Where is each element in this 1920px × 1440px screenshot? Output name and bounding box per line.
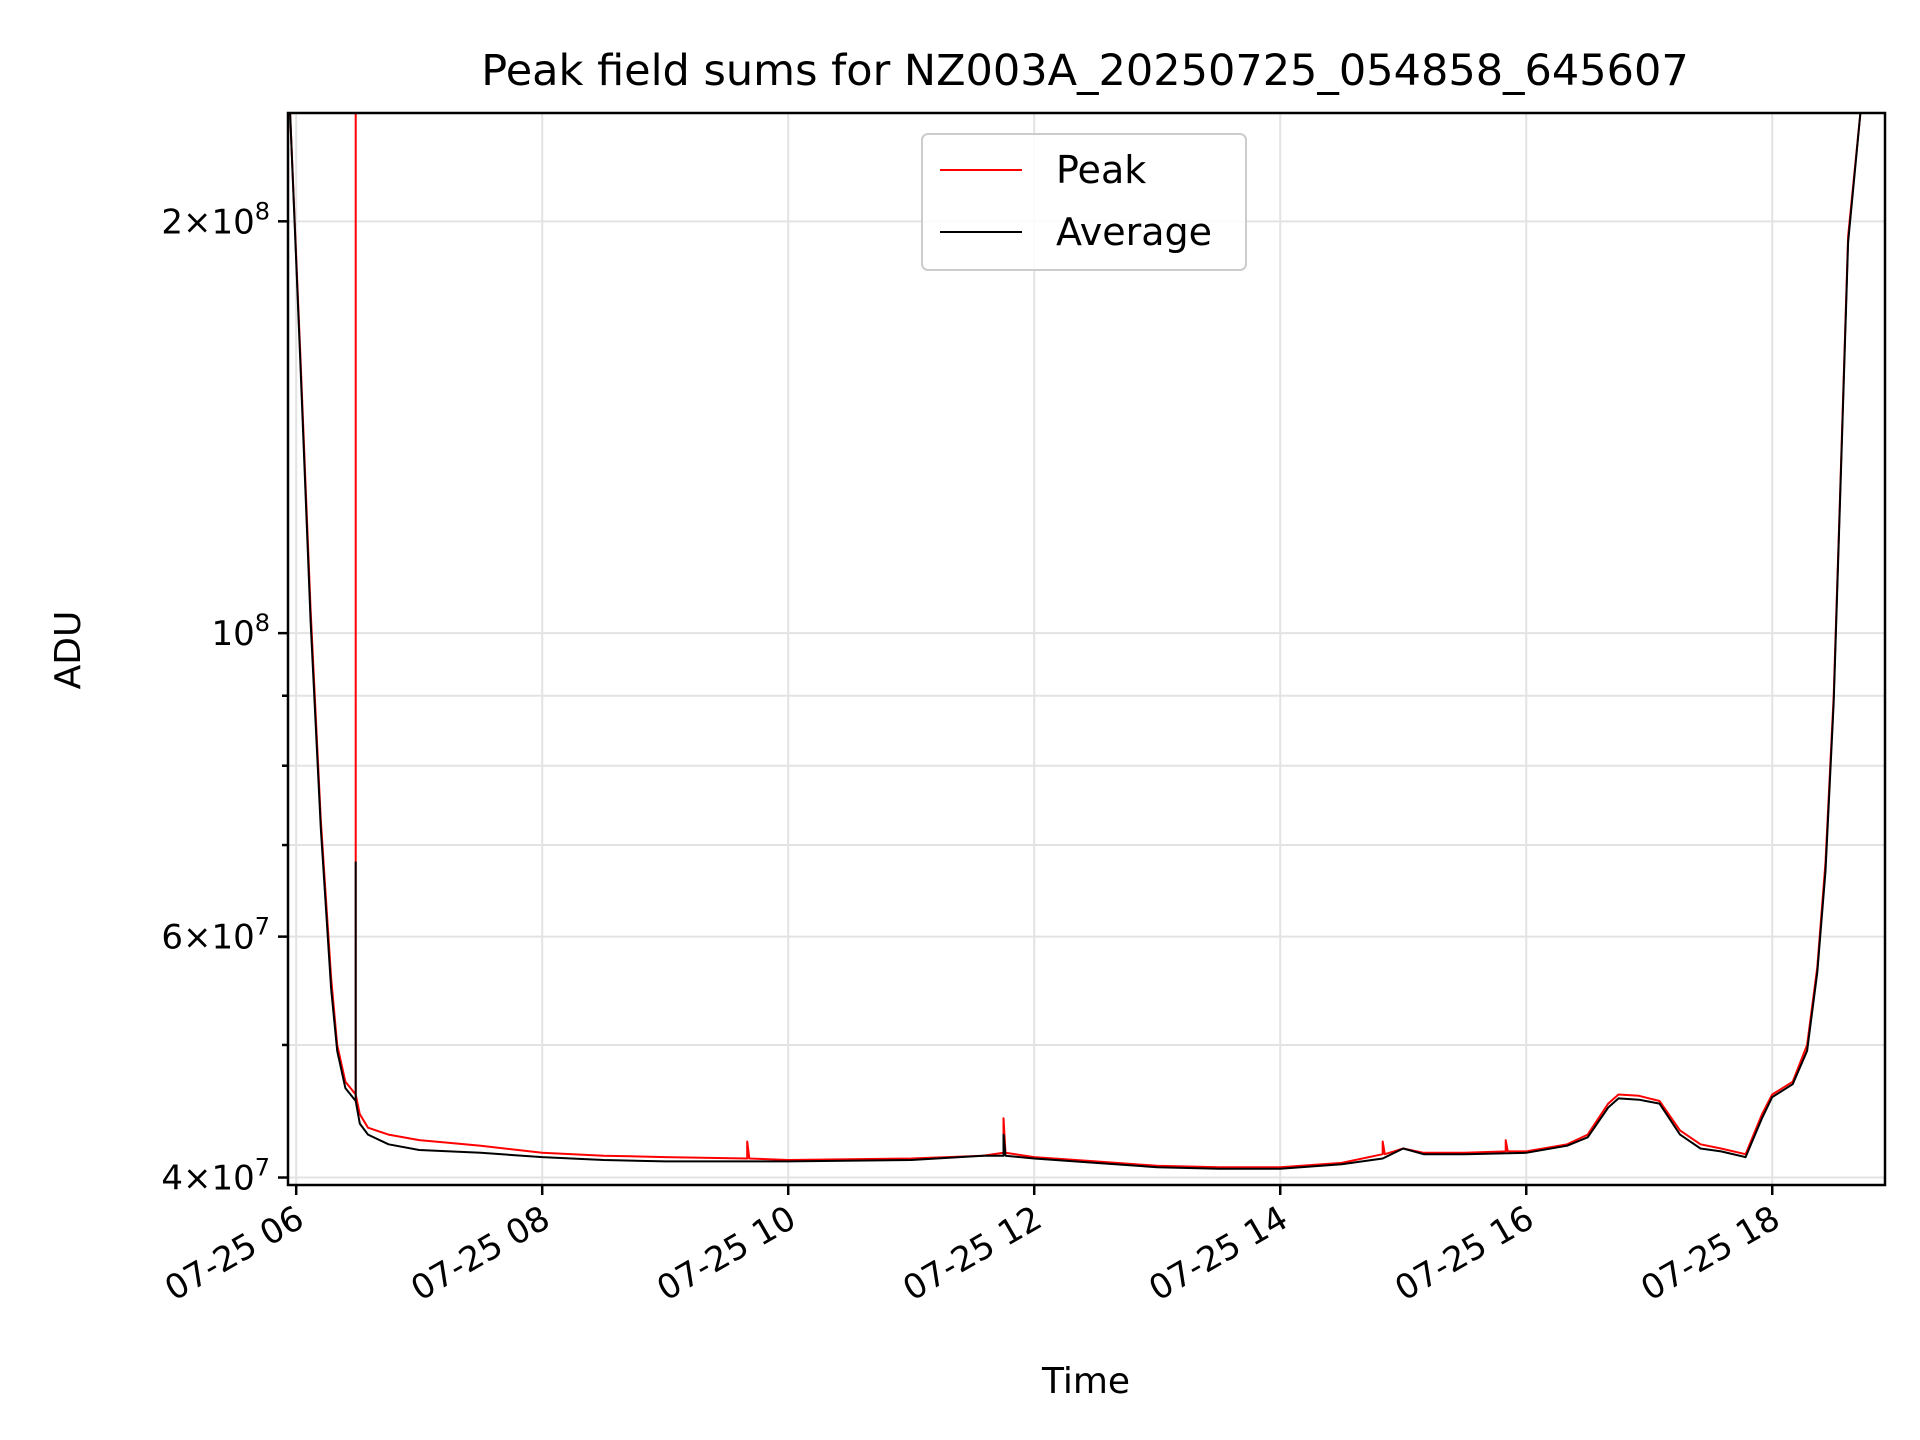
- legend-label-average: Average: [1056, 210, 1212, 254]
- y-tick-exponent: 8: [255, 197, 270, 225]
- y-tick-exponent: 8: [255, 609, 270, 637]
- series-line-average: [289, 113, 1862, 1170]
- y-axis-label: ADU: [48, 611, 89, 690]
- y-tick-base: 4×10: [161, 1159, 254, 1199]
- plot-series: [289, 113, 1862, 1170]
- grid: [288, 113, 1885, 1185]
- y-tick-label: 6×107: [161, 913, 270, 958]
- y-tick-label: 4×107: [161, 1154, 270, 1199]
- y-tick-base: 6×10: [161, 918, 254, 958]
- plot-frame: [286, 111, 1887, 1187]
- y-tick-exponent: 7: [255, 913, 270, 941]
- y-tick-base: 2×10: [161, 202, 254, 242]
- y-tick-base: 10: [211, 614, 254, 654]
- legend-box: [921, 133, 1247, 271]
- y-tick-exponent: 7: [255, 1154, 270, 1182]
- series-line-peak: [289, 113, 1862, 1169]
- x-axis-label: Time: [1041, 1361, 1130, 1402]
- y-tick-label: 2×108: [161, 197, 270, 242]
- y-tick-label: 108: [211, 609, 270, 654]
- chart-title: Peak field sums for NZ003A_20250725_0548…: [481, 46, 1688, 96]
- legend: Peak Average: [921, 133, 1247, 271]
- legend-label-peak: Peak: [1056, 148, 1146, 192]
